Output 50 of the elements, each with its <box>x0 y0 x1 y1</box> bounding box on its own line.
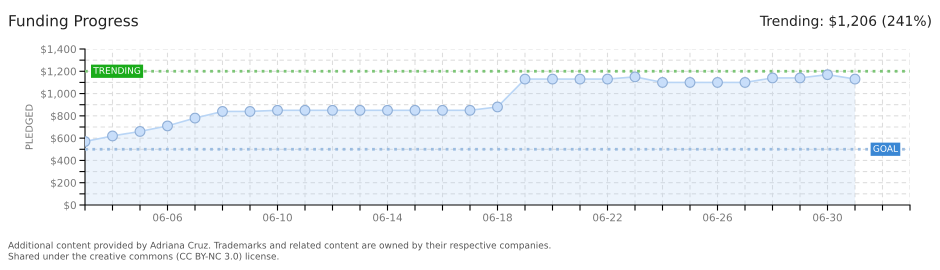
ref-line-label: TRENDING <box>93 67 140 74</box>
point <box>327 104 338 116</box>
point <box>520 74 530 84</box>
point <box>300 104 310 116</box>
point <box>602 74 613 84</box>
point <box>574 74 586 84</box>
y-tick-label: $1,400 <box>41 45 76 54</box>
point <box>684 77 696 88</box>
point <box>382 104 393 116</box>
point <box>217 106 228 117</box>
ref-line-label: GOAL <box>873 145 898 152</box>
point <box>850 74 860 84</box>
x-tick-label: 06-06 <box>153 214 182 222</box>
point <box>657 77 668 88</box>
y-tick-label: $600 <box>51 134 76 144</box>
y-tick-label: $0 <box>64 201 76 210</box>
y-axis-title: PLEDGED <box>25 104 33 150</box>
point <box>464 104 476 116</box>
point <box>244 106 256 117</box>
y-tick-label: $400 <box>51 156 76 166</box>
text: Shared under the creative commons (CC BY-NC 3.0) license. <box>8 252 278 261</box>
y-tick-label: $1,200 <box>41 67 76 77</box>
x-tick-label: 06-14 <box>373 214 402 222</box>
point <box>134 126 146 137</box>
y-tick-label: $800 <box>51 112 76 122</box>
point <box>794 72 806 84</box>
point <box>822 69 833 80</box>
point <box>354 104 366 116</box>
text: Additional content provided by Adriana Cruz. Trademarks and related content are owned by their respective companies. <box>8 242 550 250</box>
text: Trending: $1,206 (241%) <box>760 15 931 29</box>
y-tick-label: $200 <box>51 178 76 188</box>
x-tick-label: 06-22 <box>593 214 622 222</box>
x-tick-label: 06-18 <box>483 214 512 222</box>
point <box>547 74 558 84</box>
y-tick-label: $1,000 <box>41 90 76 100</box>
point <box>767 72 778 84</box>
chart-title: Funding Progress <box>10 14 138 30</box>
point <box>410 104 420 116</box>
point <box>437 104 448 116</box>
point <box>740 77 750 88</box>
x-tick-label: 06-30 <box>813 214 842 222</box>
point <box>630 71 640 82</box>
point <box>712 77 723 88</box>
point <box>190 112 200 124</box>
x-tick-label: 06-10 <box>263 214 292 222</box>
point <box>107 130 118 142</box>
point <box>492 102 503 112</box>
point <box>272 104 283 116</box>
x-tick-label: 06-26 <box>703 214 732 222</box>
point <box>162 120 173 132</box>
